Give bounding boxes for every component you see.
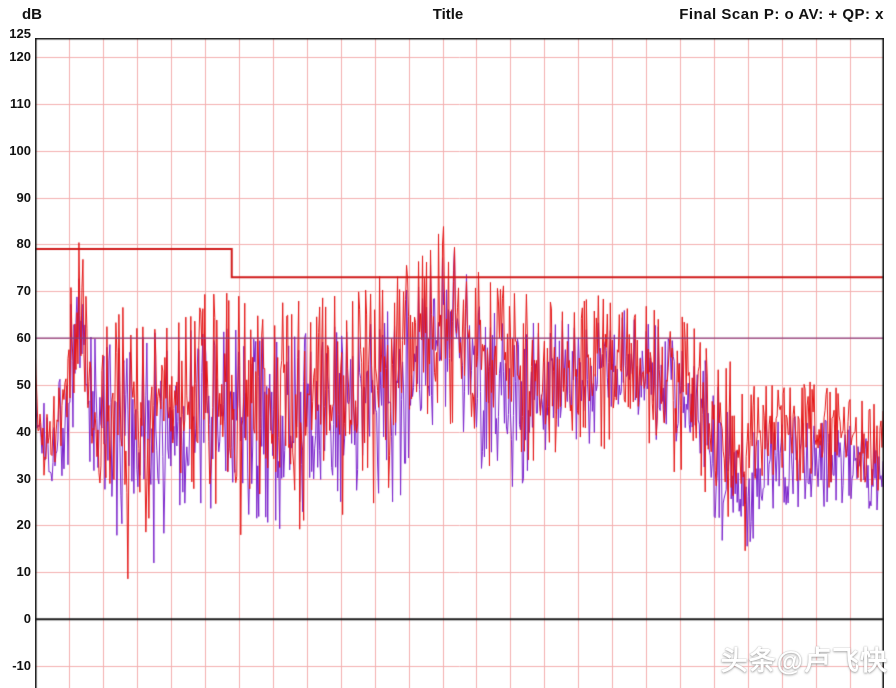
emi-scan-plot bbox=[35, 38, 884, 688]
y-tick-label: -10 bbox=[12, 657, 31, 673]
y-tick-label: 40 bbox=[16, 423, 31, 439]
watermark-text: 头条@卢飞快 bbox=[720, 646, 888, 676]
y-tick-label: 125 bbox=[9, 25, 31, 41]
y-tick-label: 80 bbox=[16, 236, 31, 252]
y-axis-unit-label: dB bbox=[22, 6, 42, 23]
y-tick-label: 110 bbox=[10, 95, 31, 111]
y-tick-label: 100 bbox=[9, 142, 31, 158]
y-axis-tick-labels: 125 120 110 100 90 80 70 60 50 40 30 20 10 0 -10 bbox=[0, 0, 33, 688]
y-tick-label: 90 bbox=[16, 189, 31, 205]
y-tick-label: 60 bbox=[16, 330, 31, 346]
plot-title: Title bbox=[432, 6, 464, 23]
y-tick-label: 120 bbox=[9, 49, 31, 64]
y-tick-label: 70 bbox=[16, 283, 31, 299]
y-tick-label: 50 bbox=[16, 376, 31, 392]
y-tick-label: 30 bbox=[16, 470, 31, 486]
y-tick-label: 0 bbox=[23, 611, 31, 627]
y-tick-label: 10 bbox=[16, 564, 31, 580]
y-tick-label: 20 bbox=[16, 517, 31, 533]
trace-legend: Final Scan P: o AV: + QP: x bbox=[679, 6, 884, 23]
plot-header: dB Title Final Scan P: o AV: + QP: x bbox=[0, 4, 896, 26]
